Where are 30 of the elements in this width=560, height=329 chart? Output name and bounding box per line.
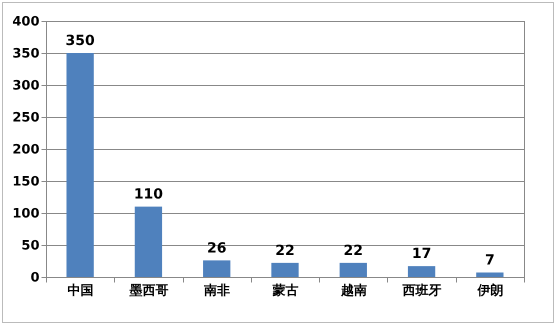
bar bbox=[476, 272, 504, 277]
data-label: 17 bbox=[412, 246, 432, 262]
x-tick-label: 蒙古 bbox=[272, 282, 298, 298]
data-label: 350 bbox=[66, 33, 96, 49]
y-tick-label: 200 bbox=[12, 142, 40, 158]
data-label: 26 bbox=[206, 240, 226, 256]
data-label: 22 bbox=[275, 242, 295, 259]
x-tick-label: 南非 bbox=[203, 284, 230, 298]
y-tick-label: 250 bbox=[12, 110, 40, 126]
y-tick-label: 300 bbox=[12, 78, 40, 94]
x-tick-label: 伊朗 bbox=[476, 282, 504, 298]
bar bbox=[203, 260, 230, 277]
x-tick-label: 越南 bbox=[340, 284, 367, 298]
y-tick-label: 0 bbox=[30, 270, 40, 286]
x-tick-label: 墨西哥 bbox=[128, 284, 168, 298]
data-label: 22 bbox=[344, 242, 364, 259]
y-tick-label: 100 bbox=[12, 206, 40, 222]
data-label: 110 bbox=[134, 186, 164, 203]
bar bbox=[271, 262, 299, 277]
bar bbox=[134, 206, 162, 277]
y-tick-label: 50 bbox=[21, 238, 40, 254]
bar bbox=[66, 53, 94, 277]
y-tick-label: 400 bbox=[12, 14, 40, 30]
y-tick-label: 150 bbox=[12, 174, 40, 190]
x-tick-label: 西班牙 bbox=[402, 284, 442, 298]
x-tick-label: 中国 bbox=[68, 284, 94, 298]
bar bbox=[408, 266, 436, 277]
y-tick-label: 350 bbox=[12, 46, 40, 62]
data-label: 7 bbox=[484, 252, 495, 269]
bar bbox=[340, 262, 367, 277]
